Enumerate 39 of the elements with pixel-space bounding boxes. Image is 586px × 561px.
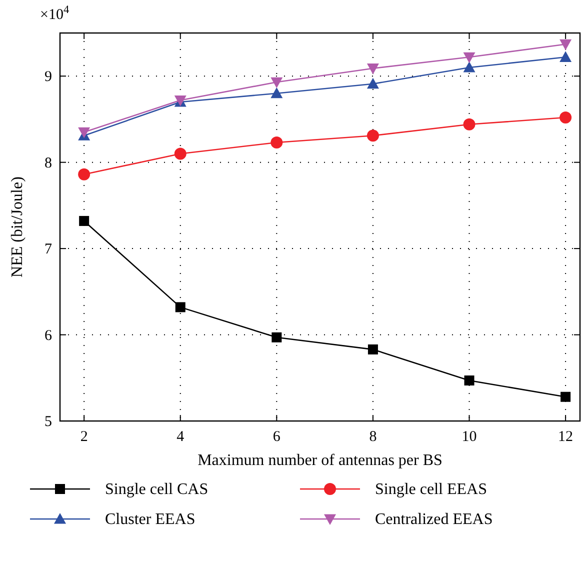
- y-tick-label: 5: [44, 414, 52, 430]
- point: [272, 332, 282, 342]
- point: [366, 78, 379, 89]
- y-axis-title: NEE (bit/Joule): [9, 176, 26, 278]
- x-tick-label: 10: [462, 429, 477, 445]
- point: [366, 130, 379, 142]
- legend-label: Cluster EEAS: [105, 511, 196, 528]
- x-axis-title: Maximum number of antennas per BS: [198, 452, 442, 469]
- x-tick-label: 2: [80, 429, 88, 445]
- point: [175, 302, 186, 312]
- x-tick-label: 12: [558, 429, 574, 445]
- y-tick-label: 7: [44, 242, 52, 258]
- point: [560, 51, 572, 62]
- point: [464, 375, 474, 386]
- legend-label: Single cell CAS: [105, 481, 208, 498]
- point: [560, 39, 572, 50]
- y-tick-label: 9: [44, 69, 52, 86]
- point: [78, 168, 90, 180]
- y-tick-label: 6: [44, 328, 52, 344]
- point: [560, 392, 571, 402]
- point: [270, 87, 283, 98]
- point: [463, 118, 476, 130]
- x-tick-label: 6: [272, 429, 281, 445]
- point: [463, 61, 476, 72]
- point: [366, 64, 379, 74]
- legend-label: Centralized EEAS: [375, 511, 493, 528]
- point: [560, 112, 572, 124]
- point: [79, 216, 90, 226]
- point: [174, 148, 186, 160]
- x-tick-label: 8: [369, 429, 377, 445]
- y-tick-label: 8: [44, 155, 52, 172]
- point: [78, 127, 90, 138]
- text: ×10$^{4}$: [40, 4, 70, 23]
- x-tick-label: 4: [176, 429, 185, 445]
- point: [270, 136, 283, 148]
- point: [368, 344, 378, 354]
- legend-label: Single cell EEAS: [375, 481, 487, 498]
- point: [463, 52, 476, 64]
- point: [270, 77, 283, 88]
